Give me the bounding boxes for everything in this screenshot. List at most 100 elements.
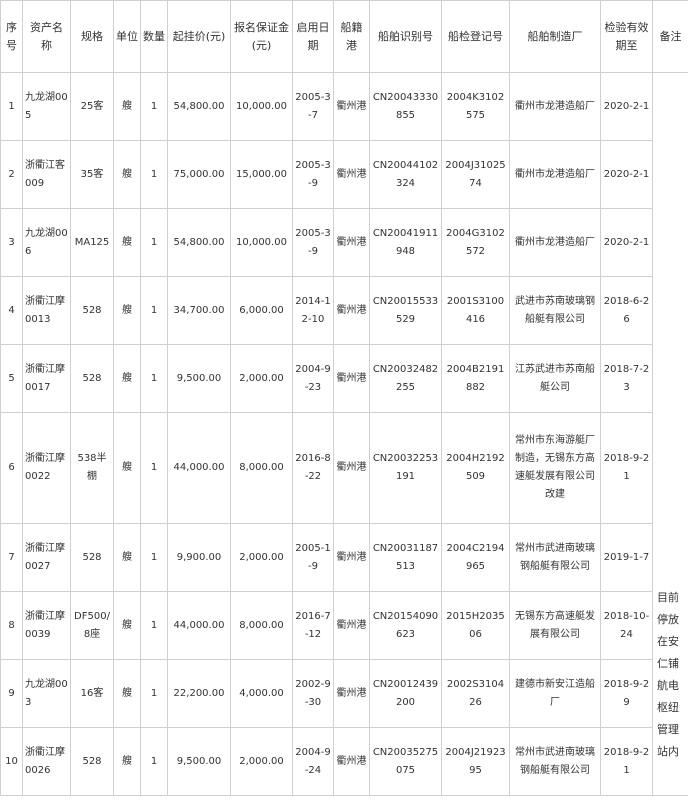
cell: 54,800.00 — [167, 72, 231, 141]
cell: 2018-7-23 — [600, 344, 653, 413]
cell: 34,700.00 — [167, 276, 231, 345]
cell: 无锡东方高速艇发展有限公司 — [509, 591, 601, 660]
cell: 2020-2-1 — [600, 140, 653, 209]
cell: CN20015533529 — [369, 276, 442, 345]
cell: 75,000.00 — [167, 140, 231, 209]
cell: 10,000.00 — [230, 208, 293, 277]
cell: MA125 — [70, 208, 114, 277]
cell: 1 — [140, 344, 168, 413]
cell: 衢州市龙港造船厂 — [509, 72, 601, 141]
cell: 3 — [0, 208, 23, 277]
cell: 衢州市龙港造船厂 — [509, 140, 601, 209]
cell: 528 — [70, 276, 114, 345]
header-cell: 船舶识别号 — [369, 0, 442, 73]
cell: 44,000.00 — [167, 412, 231, 524]
cell: 艘 — [113, 412, 141, 524]
cell: 1 — [140, 727, 168, 796]
data-row: 1 九龙湖005 25客艘 1 54,800.00 10,000.00 2005-3-7 衢州… — [0, 72, 688, 796]
cell: 常州市武进南玻璃钢船艇有限公司 — [509, 727, 601, 796]
data-row: 2 浙衢江客009 35客艘 1 75,000.00 15,000.00 2005-3-9 衢… — [0, 140, 688, 209]
header-cell: 序号 — [0, 0, 23, 73]
cell: 衢州港 — [333, 659, 370, 728]
cell: 2005-3-9 — [292, 140, 334, 209]
remark-cell: 目前停放在安仁铺航电枢纽管理站内 — [652, 72, 688, 796]
cell: 浙衢江摩0027 — [22, 523, 71, 592]
cell: 16客 — [70, 659, 114, 728]
data-row: 9 九龙湖003 16客艘 1 22,200.00 4,000.00 2002-9-30 衢州… — [0, 659, 688, 728]
cell: 528 — [70, 344, 114, 413]
data-row: 10 浙衢江摩0026 528 艘 1 9,500.00 2,000.00 2004-9-24… — [0, 727, 688, 796]
cell: CN20032253191 — [369, 412, 442, 524]
cell: 艘 — [113, 523, 141, 592]
cell: 1 — [140, 208, 168, 277]
cell: 常州市武进南玻璃钢船艇有限公司 — [509, 523, 601, 592]
data-row: 8 浙衢江摩0039 DF500/8座艘 1 44,000.00 8,000.00 2016… — [0, 591, 688, 660]
cell: 艘 — [113, 727, 141, 796]
cell: 2004B2191882 — [441, 344, 510, 413]
cell: 2004C2194965 — [441, 523, 510, 592]
cell: 艘 — [113, 276, 141, 345]
cell: 2005-1-9 — [292, 523, 334, 592]
cell: 2,000.00 — [230, 727, 293, 796]
cell: 衢州港 — [333, 344, 370, 413]
cell: 九龙湖003 — [22, 659, 71, 728]
cell: CN20154090623 — [369, 591, 442, 660]
cell: 9,500.00 — [167, 727, 231, 796]
cell: 6,000.00 — [230, 276, 293, 345]
header-cell: 资产名称 — [22, 0, 71, 73]
cell: 22,200.00 — [167, 659, 231, 728]
cell: 2 — [0, 140, 23, 209]
cell: 6 — [0, 412, 23, 524]
cell: CN20031187513 — [369, 523, 442, 592]
cell: CN20041911948 — [369, 208, 442, 277]
cell: 2014-12-10 — [292, 276, 334, 345]
cell: 528 — [70, 727, 114, 796]
header-cell: 报名保证金(元) — [230, 0, 293, 73]
cell: 衢州港 — [333, 727, 370, 796]
cell: 1 — [140, 140, 168, 209]
cell: 2016-8-22 — [292, 412, 334, 524]
cell: 浙衢江客009 — [22, 140, 71, 209]
cell: 衢州市龙港造船厂 — [509, 208, 601, 277]
data-row: 6 浙衢江摩0022 538半棚艘 1 44,000.00 8,000.00 2016-8-… — [0, 412, 688, 524]
cell: 2005-3-9 — [292, 208, 334, 277]
cell: 9 — [0, 659, 23, 728]
header-cell: 船舶制造厂 — [509, 0, 601, 73]
cell: 2018-10-24 — [600, 591, 653, 660]
cell: 2020-2-1 — [600, 208, 653, 277]
cell: 2016-7-12 — [292, 591, 334, 660]
cell: 2019-1-7 — [600, 523, 653, 592]
cell: 浙衢江摩0026 — [22, 727, 71, 796]
cell: 2004H2192509 — [441, 412, 510, 524]
cell: 浙衢江摩0022 — [22, 412, 71, 524]
cell: 艘 — [113, 208, 141, 277]
cell: 9,500.00 — [167, 344, 231, 413]
cell: CN20012439200 — [369, 659, 442, 728]
cell: 1 — [140, 523, 168, 592]
cell: 15,000.00 — [230, 140, 293, 209]
cell: 2001S3100416 — [441, 276, 510, 345]
cell: 2002S310426 — [441, 659, 510, 728]
cell: 1 — [140, 412, 168, 524]
cell: 衢州港 — [333, 72, 370, 141]
cell: 2018-6-26 — [600, 276, 653, 345]
cell: 44,000.00 — [167, 591, 231, 660]
cell: 54,800.00 — [167, 208, 231, 277]
cell: CN20043330855 — [369, 72, 442, 141]
header-cell: 检验有效期至 — [600, 0, 653, 73]
cell: 9,900.00 — [167, 523, 231, 592]
data-row: 4 浙衢江摩0013 528 艘 1 34,700.00 6,000.00 2014-12-1… — [0, 276, 688, 345]
cell: 艘 — [113, 659, 141, 728]
cell: 艘 — [113, 72, 141, 141]
data-row: 5 浙衢江摩0017 528 艘 1 9,500.00 2,000.00 2004-9-23 衢… — [0, 344, 688, 413]
cell: 2004J2192395 — [441, 727, 510, 796]
cell: 江苏武进市苏南船艇公司 — [509, 344, 601, 413]
cell: 10,000.00 — [230, 72, 293, 141]
cell: 8,000.00 — [230, 591, 293, 660]
cell: 衢州港 — [333, 591, 370, 660]
cell: 2004K3102575 — [441, 72, 510, 141]
data-row: 3 九龙湖006 MA125 艘 1 54,800.00 10,000.00 2005-3-9… — [0, 208, 688, 277]
cell: 衢州港 — [333, 523, 370, 592]
cell: 2004-9-23 — [292, 344, 334, 413]
